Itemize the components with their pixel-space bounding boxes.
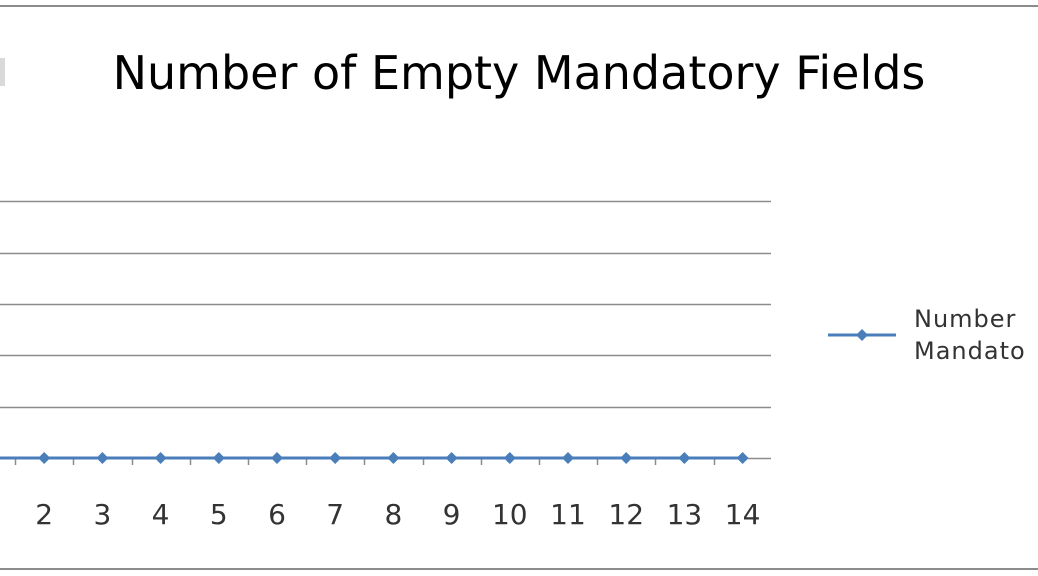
data-point-marker — [271, 452, 283, 464]
x-tick-label: 6 — [268, 498, 286, 531]
data-point-marker — [562, 452, 574, 464]
x-tick-label: 14 — [725, 498, 761, 531]
x-tick-label: 5 — [210, 498, 228, 531]
data-point-marker — [736, 452, 749, 464]
legend-series-label: Number Mandato — [914, 305, 1026, 365]
x-tick-label: 2 — [35, 498, 53, 531]
data-point-marker — [329, 452, 342, 464]
data-point-marker — [154, 452, 167, 464]
data-point-marker — [212, 452, 225, 464]
data-point-marker — [38, 452, 51, 464]
data-point-marker — [445, 452, 458, 464]
data-point-marker — [678, 452, 691, 464]
legend-series-marker — [828, 329, 896, 341]
data-point-marker — [503, 452, 516, 464]
x-tick-label: 12 — [608, 498, 644, 531]
x-tick-label: 4 — [152, 498, 170, 531]
data-point-marker — [387, 452, 400, 464]
data-point-marker — [620, 452, 633, 464]
corner-fragment — [0, 58, 5, 86]
x-tick-label: 3 — [93, 498, 111, 531]
frame-top-border — [0, 5, 1038, 7]
chart-title: Number of Empty Mandatory Fields — [112, 46, 926, 100]
legend: Number Mandato — [822, 303, 1038, 383]
x-tick-label: 13 — [667, 498, 703, 531]
x-tick-label: 10 — [492, 498, 528, 531]
x-tick-label: 9 — [443, 498, 461, 531]
x-tick-label: 7 — [326, 498, 344, 531]
frame-bottom-border — [0, 568, 1038, 570]
x-tick-label: 8 — [384, 498, 402, 531]
x-tick-label: 11 — [550, 498, 586, 531]
data-point-marker — [96, 452, 109, 464]
